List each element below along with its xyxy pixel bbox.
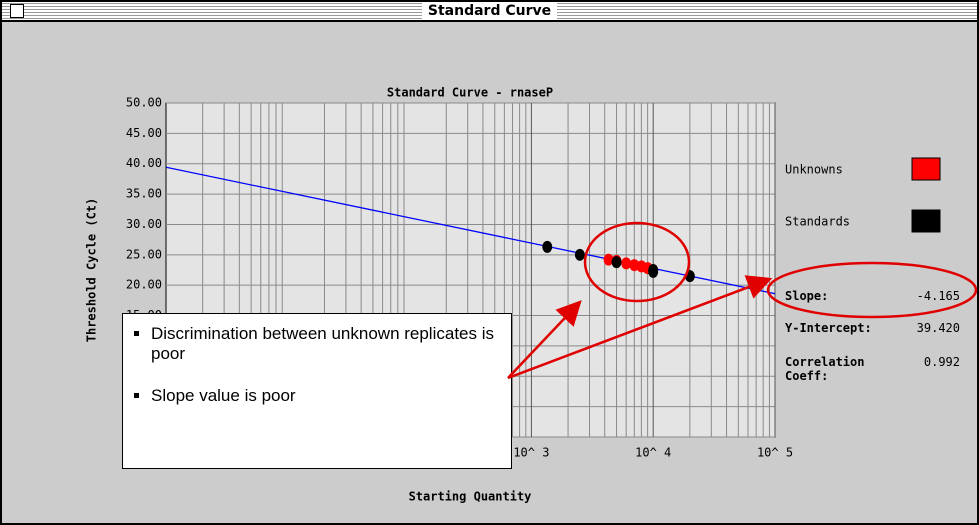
stat-value: -4.165 [916, 289, 960, 303]
stat-label: Slope: [785, 289, 829, 303]
stat-label: Correlation Coeff: [785, 355, 865, 383]
callout-box: Discrimination between unknown replicate… [122, 313, 512, 469]
legend-label: Unknowns [785, 163, 843, 177]
callout-bullet: Discrimination between unknown replicate… [151, 324, 499, 364]
stat-value: 39.420 [916, 321, 960, 335]
legend-label: Standards [785, 215, 850, 229]
data-point [648, 265, 659, 278]
data-point [684, 270, 695, 283]
callout-bullet: Slope value is poor [151, 386, 499, 406]
stat-label: Y-Intercept: [785, 321, 872, 335]
data-point [542, 240, 553, 253]
y-tick-label: 25.00 [126, 247, 162, 261]
y-tick-label: 30.00 [126, 217, 162, 231]
stat-value: 0.992 [923, 355, 960, 369]
y-tick-label: 45.00 [126, 126, 162, 140]
x-tick-label: 10^ 3 [513, 446, 549, 460]
data-point [611, 256, 622, 269]
chart-title: Standard Curve - rnaseP [387, 86, 553, 100]
close-box[interactable] [10, 4, 24, 18]
title-bar: Standard Curve [2, 2, 977, 22]
y-axis-label: Threshold Cycle (Ct) [85, 198, 99, 343]
y-tick-label: 20.00 [126, 278, 162, 292]
y-tick-label: 50.00 [126, 96, 162, 110]
window-title: Standard Curve [421, 3, 558, 19]
x-tick-label: 10^ 5 [757, 446, 793, 460]
legend-swatch [911, 157, 941, 181]
data-point [574, 248, 585, 261]
legend-swatch [911, 209, 941, 233]
x-tick-label: 10^ 4 [635, 446, 671, 460]
y-tick-label: 35.00 [126, 187, 162, 201]
x-axis-label: Starting Quantity [409, 490, 532, 504]
y-tick-label: 40.00 [126, 156, 162, 170]
